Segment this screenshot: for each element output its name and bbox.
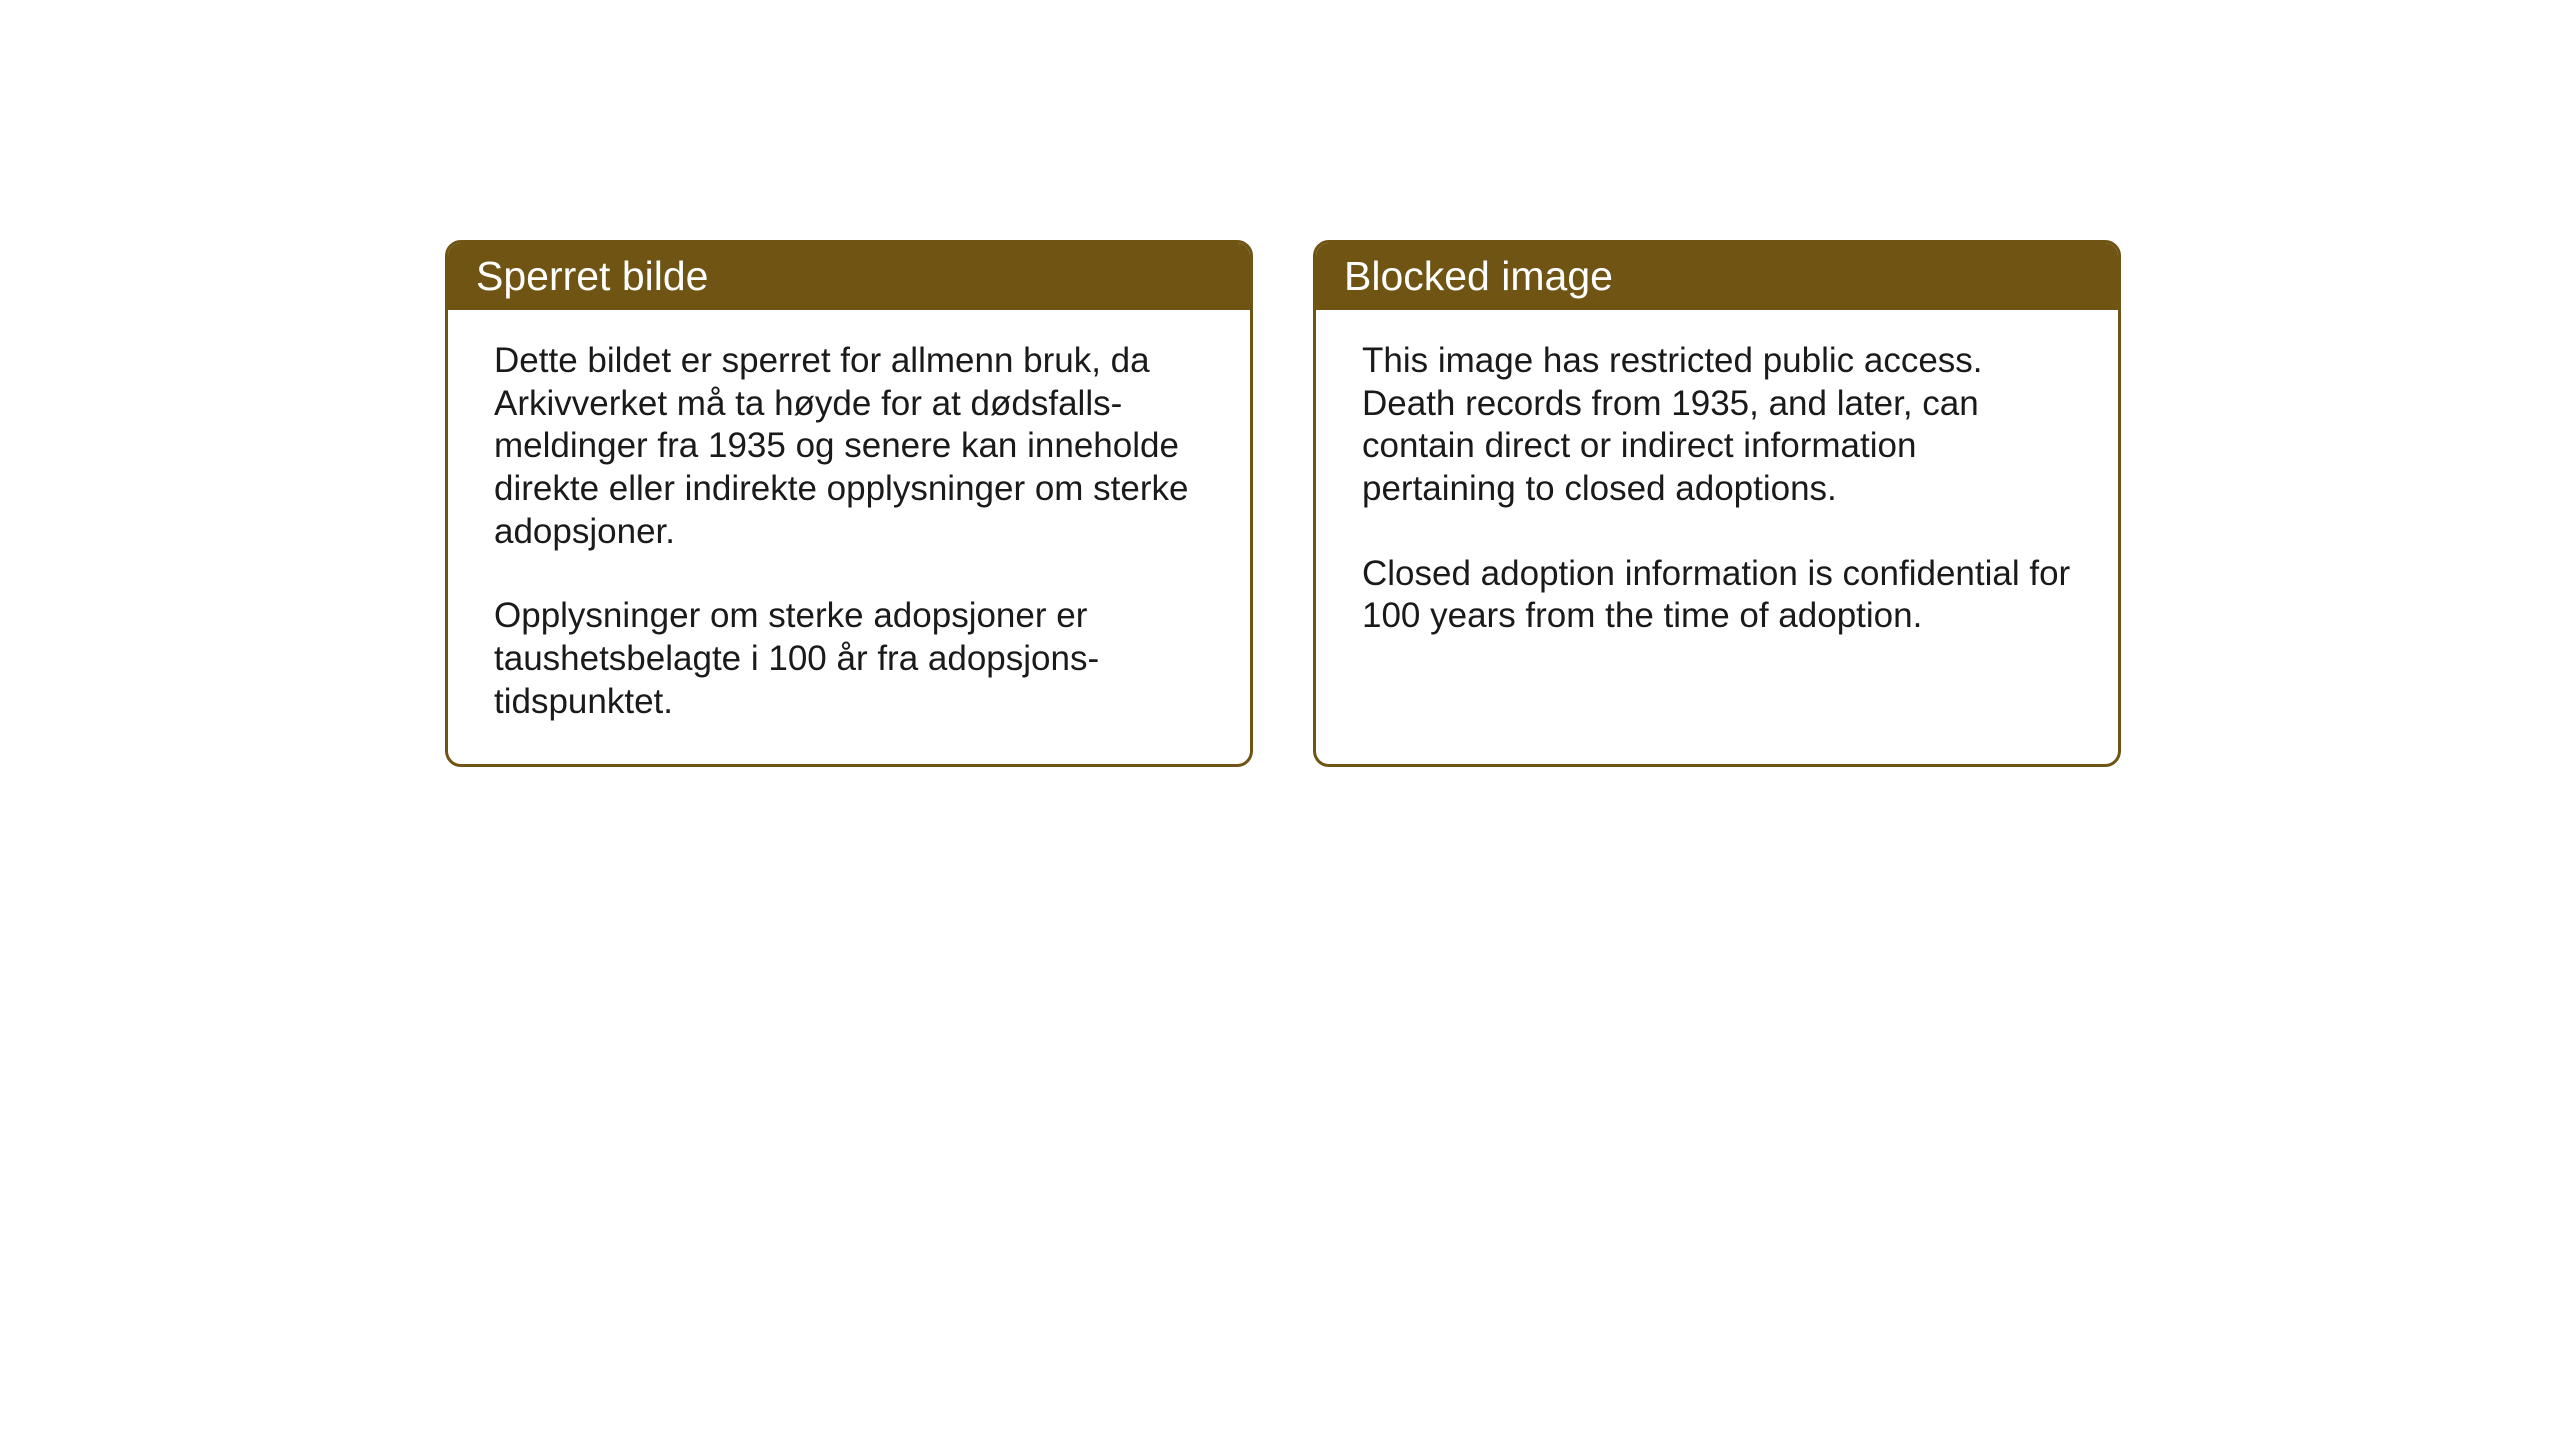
card-paragraph-1-english: This image has restricted public access.… [1362,340,2072,511]
card-paragraph-1-norwegian: Dette bildet er sperret for allmenn bruk… [494,340,1204,553]
card-paragraph-2-english: Closed adoption information is confident… [1362,553,2072,638]
card-title-norwegian: Sperret bilde [476,253,708,299]
card-paragraph-2-norwegian: Opplysninger om sterke adopsjoner er tau… [494,595,1204,723]
card-header-english: Blocked image [1316,243,2118,310]
card-header-norwegian: Sperret bilde [448,243,1250,310]
notice-card-norwegian: Sperret bilde Dette bildet er sperret fo… [445,240,1253,767]
card-title-english: Blocked image [1344,253,1613,299]
card-body-english: This image has restricted public access.… [1316,310,2118,678]
notice-container: Sperret bilde Dette bildet er sperret fo… [445,240,2121,767]
card-body-norwegian: Dette bildet er sperret for allmenn bruk… [448,310,1250,764]
notice-card-english: Blocked image This image has restricted … [1313,240,2121,767]
